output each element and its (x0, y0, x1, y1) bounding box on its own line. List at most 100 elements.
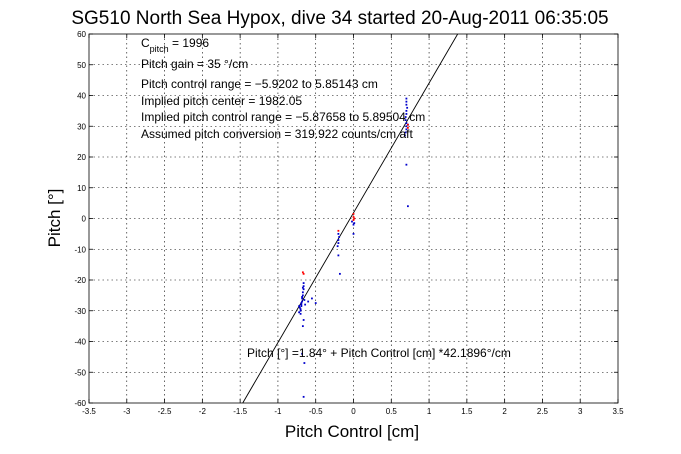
x-tick-label: 1 (427, 407, 432, 416)
data-point (301, 300, 304, 303)
data-point (338, 272, 341, 275)
y-tick-label: 0 (82, 215, 87, 224)
y-tick-label: -10 (74, 245, 86, 254)
data-point (302, 272, 305, 275)
data-point (301, 296, 304, 298)
y-tick-label: 60 (77, 30, 86, 39)
x-tick-label: -3 (123, 407, 131, 416)
x-axis-label: Pitch Control [cm] (285, 422, 419, 441)
data-point (298, 305, 300, 308)
data-point (299, 312, 302, 315)
data-point (337, 229, 340, 232)
y-tick-label: -40 (74, 338, 86, 347)
annotation-gain: Pitch gain = 35 °/cm (141, 57, 248, 71)
data-point (337, 242, 340, 244)
data-point (403, 134, 406, 137)
x-tick-labels: -3.5 -3 -2.5 -2 -1.5 -1 -0.5 0 0.5 1 1.5 2 2.5 3 3.5 (82, 407, 624, 416)
y-tick-label: -30 (74, 307, 86, 316)
x-tick-label: -1 (274, 407, 282, 416)
data-point (337, 254, 340, 257)
data-point (404, 131, 407, 134)
data-point (337, 232, 340, 235)
data-point (303, 299, 306, 301)
data-point (303, 362, 306, 364)
data-point (302, 282, 305, 284)
data-point (302, 319, 305, 321)
annotation-conversion: Assumed pitch conversion = 319.922 count… (141, 127, 413, 141)
data-point (307, 300, 310, 303)
data-point (300, 302, 303, 304)
annotation-cpitch-sub: pitch (150, 44, 169, 54)
data-point (302, 288, 305, 291)
data-point (302, 395, 305, 398)
data-point (404, 116, 407, 118)
data-point (405, 125, 408, 128)
y-tick-label: 30 (77, 122, 86, 131)
data-point (338, 236, 341, 238)
annotation-cpitch: Cpitch = 1996 (141, 36, 209, 54)
annotations: Cpitch = 1996 Pitch gain = 35 °/cm Pitch… (141, 36, 511, 360)
data-point (298, 311, 300, 314)
data-point (302, 285, 305, 288)
y-tick-label: 50 (77, 61, 86, 70)
data-point (301, 286, 304, 289)
y-tick-label: -50 (74, 368, 86, 377)
data-point (301, 352, 304, 355)
data-point (405, 103, 408, 106)
data-point (405, 128, 408, 131)
data-point (304, 303, 307, 306)
data-point (405, 109, 408, 112)
x-tick-label: 1.5 (461, 407, 473, 416)
data-point (311, 297, 313, 300)
data-points (298, 97, 409, 398)
y-tick-label: 40 (77, 92, 86, 101)
y-tick-label: -60 (74, 399, 86, 408)
x-tick-label: 2 (502, 407, 507, 416)
data-point (405, 113, 408, 115)
axis-ticks (88, 33, 619, 404)
data-point (337, 239, 340, 241)
data-point (301, 271, 304, 274)
data-point (299, 309, 302, 312)
data-point (352, 212, 355, 215)
data-point (336, 245, 339, 248)
x-tick-label: -0.5 (309, 407, 323, 416)
data-point (351, 220, 353, 223)
data-point (353, 222, 356, 225)
data-point (407, 123, 409, 126)
data-point (301, 325, 304, 328)
annotation-cpitch-main: C (141, 36, 150, 50)
data-point (406, 106, 409, 109)
x-tick-label: -2 (199, 407, 207, 416)
data-point (352, 232, 355, 235)
fit-line (242, 33, 459, 404)
annotation-center: Implied pitch center = 1982.05 (141, 94, 302, 108)
data-point (404, 119, 407, 121)
chart-title: SG510 North Sea Hypox, dive 34 started 2… (71, 8, 608, 29)
x-tick-label: 2.5 (537, 407, 549, 416)
annotation-range: Pitch control range = −5.9202 to 5.85143… (141, 77, 378, 91)
y-tick-label: 10 (77, 184, 86, 193)
x-tick-label: -2.5 (158, 407, 172, 416)
data-point (301, 294, 304, 297)
x-tick-label: 3 (578, 407, 583, 416)
y-tick-labels: -60 -50 -40 -30 -20 -10 0 10 20 30 40 50 60 (74, 30, 86, 408)
y-tick-label: 20 (77, 153, 86, 162)
x-tick-label: 0.5 (386, 407, 398, 416)
y-tick-label: -20 (74, 276, 86, 285)
x-tick-label: -3.5 (82, 407, 96, 416)
annotation-cpitch-value: = 1996 (169, 36, 210, 50)
data-point (314, 302, 317, 304)
data-point (300, 303, 303, 306)
data-point (301, 297, 304, 300)
x-tick-label: 0 (351, 407, 356, 416)
data-point (405, 97, 408, 100)
annotation-implied-range: Implied pitch control range = −5.87658 t… (141, 110, 425, 124)
data-point (353, 217, 356, 220)
x-tick-label: -1.5 (233, 407, 247, 416)
data-point (298, 306, 301, 309)
data-point (352, 223, 355, 226)
data-point (301, 291, 304, 294)
annotation-fit: Pitch [°] =1.84° + Pitch Control [cm] *4… (247, 346, 511, 360)
